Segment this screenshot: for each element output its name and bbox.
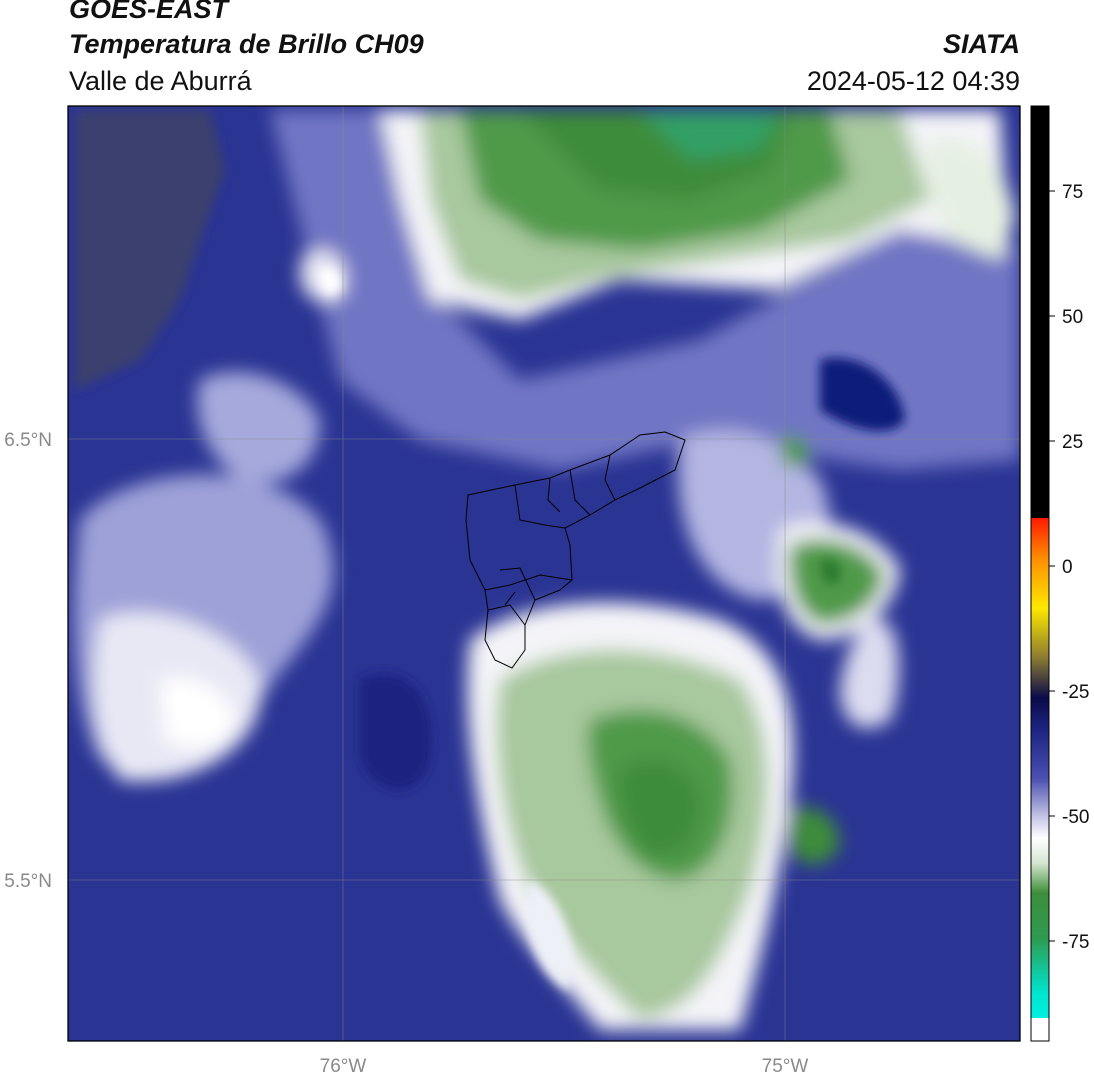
colorbar-tick-label: 0 [1062, 557, 1073, 578]
colorbar-gradient [1031, 518, 1049, 1018]
region-label: Valle de Aburrá [69, 66, 252, 96]
colorbar-upper-black [1031, 106, 1049, 518]
organization-label: SIATA [943, 29, 1020, 59]
map-gridlines [68, 106, 1020, 1041]
lat-tick-5-5: 5.5°N [4, 871, 52, 892]
map-frame [67, 105, 1021, 1042]
lon-tick-76: 76°W [320, 1056, 367, 1077]
colorbar-tick-label: 75 [1062, 182, 1083, 203]
product-title: Temperatura de Brillo CH09 [69, 29, 424, 59]
colorbar-tick-label: -25 [1062, 682, 1089, 703]
lon-tick-75: 75°W [762, 1056, 809, 1077]
lat-tick-6-5: 6.5°N [4, 430, 52, 451]
datetime-label: 2024-05-12 04:39 [806, 66, 1020, 96]
colorbar-tick-label: -50 [1062, 807, 1089, 828]
colorbar-ticks: 75 50 25 0 -25 -50 -75 [1049, 182, 1089, 953]
brightness-temperature-field [68, 106, 1020, 1041]
colorbar-tick-label: -75 [1062, 932, 1089, 953]
aburra-valley-outline [465, 431, 686, 669]
colorbar-tick-label: 25 [1062, 432, 1083, 453]
colorbar-bottom-white [1031, 1018, 1049, 1041]
colorbar-frame [1030, 105, 1050, 1042]
satellite-title: GOES-EAST [69, 0, 229, 24]
colorbar-tick-label: 50 [1062, 307, 1083, 328]
colorbar: 75 50 25 0 -25 -50 -75 [1030, 105, 1089, 1042]
